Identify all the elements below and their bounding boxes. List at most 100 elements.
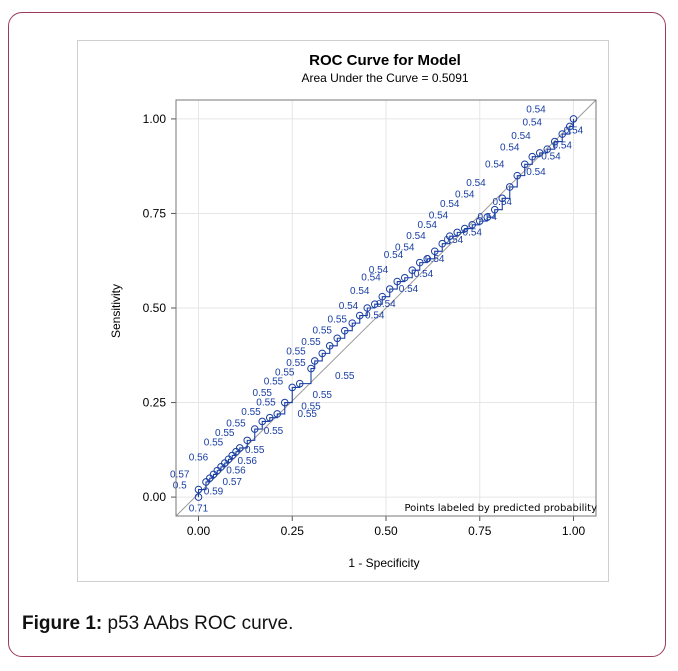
x-tick-label: 0.75 [468,524,492,538]
roc-point [363,304,372,312]
roc-point [513,171,522,180]
y-tick-label: 1.00 [143,112,167,126]
roc-point [565,122,574,131]
roc-point [333,334,342,343]
roc-point [348,319,357,327]
roc-point [558,130,567,138]
roc-point [438,239,447,248]
roc-point [243,436,252,445]
point-label: 0.54 [339,301,359,312]
point-label: 0.54 [478,212,498,223]
point-labels: 0.710.590.50.570.570.560.560.560.550.550… [170,104,584,514]
point-label: 0.55 [301,337,321,348]
plot-border [175,99,597,517]
roc-point [325,342,334,350]
point-label: 0.54 [350,286,370,297]
y-tick-label: 0.00 [143,490,167,504]
roc-point [430,247,439,256]
roc-point [453,228,462,237]
y-tick-label: 0.75 [143,206,167,220]
point-label: 0.54 [384,250,404,261]
roc-point [400,273,409,282]
point-label: 0.59 [204,486,224,497]
x-tick-label: 0.00 [187,524,211,538]
point-label: 0.55 [313,326,333,337]
point-label: 0.55 [301,401,321,412]
point-label: 0.54 [369,265,389,276]
point-label: 0.54 [541,152,561,163]
point-label: 0.55 [256,398,276,409]
point-label: 0.56 [226,466,246,477]
point-label: 0.54 [425,254,445,265]
roc-point [483,213,492,222]
point-label: 0.54 [361,273,381,284]
point-label: 0.54 [365,311,385,322]
point-label: 0.55 [264,377,284,388]
roc-point [393,277,402,286]
roc-point [310,357,319,365]
y-tick-label: 0.50 [143,301,167,315]
point-label: 0.54 [406,231,426,242]
point-label: 0.55 [204,437,224,448]
point-label: 0.54 [466,178,486,189]
point-label: 0.57 [170,469,190,480]
chart-title: ROC Curve for Model [309,52,461,69]
roc-point [250,425,259,433]
point-label: 0.54 [440,199,460,210]
point-label: 0.54 [511,131,531,142]
point-label: 0.55 [226,418,246,429]
chart-container: ROC Curve for Model Area Under the Curve… [77,40,609,582]
point-label: 0.55 [335,371,355,382]
points-label-note: Points labeled by predicted probability [405,503,598,514]
roc-point [445,232,454,240]
point-label: 0.55 [313,390,333,401]
point-label: 0.54 [376,299,396,310]
point-label: 0.54 [463,227,483,238]
point-label: 0.54 [564,125,584,136]
point-label: 0.55 [264,426,284,437]
reference-line [175,99,597,517]
y-tick-label: 0.25 [143,396,167,410]
roc-point [288,383,297,392]
roc-point [370,300,379,309]
roc-point [498,194,507,203]
point-label: 0.55 [241,407,261,418]
roc-point [194,493,203,501]
point-label: 0.54 [485,159,505,170]
point-label: 0.54 [455,190,475,201]
x-axis-label: 1 - Specificity [348,556,419,570]
roc-point [520,160,529,169]
point-label: 0.56 [238,456,258,467]
roc-point [543,145,552,153]
roc-point [265,413,274,422]
y-axis-label: Sensitivity [109,284,123,338]
point-label: 0.54 [526,167,546,178]
point-label: 0.54 [493,197,513,208]
figure-caption: Figure 1: p53 AAbs ROC curve. [22,613,293,635]
point-label: 0.55 [286,358,306,369]
point-label: 0.54 [418,220,438,231]
point-label: 0.54 [523,118,543,129]
point-label: 0.55 [275,367,295,378]
roc-point [505,183,514,191]
point-label: 0.55 [298,409,318,420]
point-label: 0.55 [286,346,306,357]
roc-point [340,326,349,335]
point-label: 0.54 [553,140,573,151]
roc-point [273,410,282,418]
roc-point [490,205,499,214]
roc-point [468,221,477,229]
axes: 0.00 0.25 0.50 0.75 1.00 0.00 0.25 0.50 0.75 1.00 [143,99,597,538]
roc-point [355,311,364,320]
point-label: 0.54 [429,210,449,221]
roc-point [528,152,537,161]
roc-point [307,364,315,373]
roc-point [408,266,417,274]
x-tick-label: 1.00 [562,524,586,538]
point-label: 0.54 [395,242,415,253]
point-label: 0.54 [399,284,419,295]
roc-point [415,258,424,267]
chart-subtitle: Area Under the Curve = 0.5091 [301,71,468,85]
roc-chart: ROC Curve for Model Area Under the Curve… [109,52,598,570]
point-label: 0.54 [414,269,434,280]
